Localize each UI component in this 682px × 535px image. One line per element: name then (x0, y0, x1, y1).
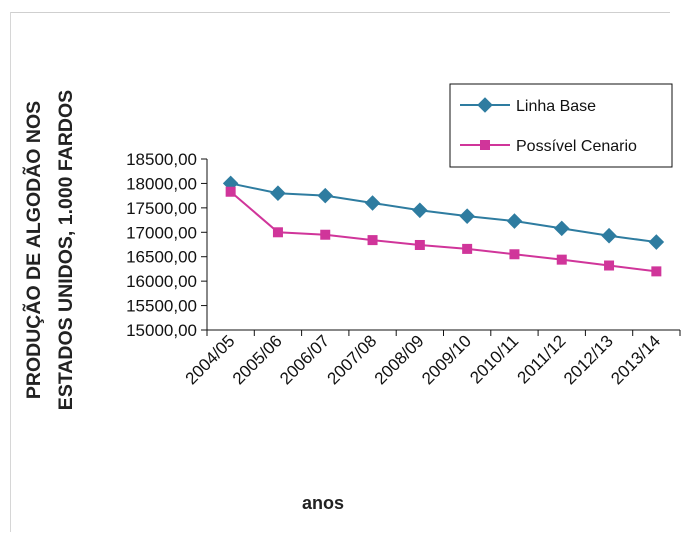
y-axis-label-line-2: ESTADOS UNIDOS, 1.000 FARDOS (55, 90, 77, 410)
x-axis-label: anos (302, 493, 344, 513)
y-tick-label: 15000,00 (126, 321, 197, 340)
y-tick-label: 17500,00 (126, 199, 197, 218)
x-tick-label: 2006/07 (276, 331, 333, 388)
y-tick-label: 15500,00 (126, 297, 197, 316)
data-point-linha-base (270, 185, 286, 201)
x-tick-label: 2005/06 (229, 331, 286, 388)
data-point-possivel-cenario (414, 239, 425, 250)
series-line-possivel-cenario (229, 190, 657, 273)
series-layer (222, 175, 665, 277)
legend-label-possivel-cenario: Possível Cenario (516, 138, 637, 155)
x-tick-label: 2010/11 (466, 331, 522, 387)
chart-frame-top (10, 12, 670, 13)
data-point-linha-base (459, 208, 475, 224)
x-axis: 2004/052005/062006/072007/082008/092009/… (182, 329, 681, 388)
y-axis: 15000,00 15500,00 16000,00 16500,00 17000,00… (126, 150, 208, 340)
x-tick-label: 2008/09 (371, 331, 428, 388)
data-point-possivel-cenario (604, 260, 615, 271)
x-tick-label: 2011/12 (514, 331, 570, 387)
data-point-linha-base (364, 195, 381, 211)
data-point-linha-base (317, 187, 334, 204)
legend-label-linha-base: Linha Base (516, 98, 596, 115)
data-point-linha-base (601, 227, 617, 244)
data-point-linha-base (506, 213, 523, 229)
legend-marker-possivel-cenario (480, 140, 490, 150)
x-tick-label: 2007/08 (323, 331, 380, 388)
y-tick-label: 18500,00 (126, 150, 197, 169)
data-point-linha-base (648, 234, 665, 250)
x-tick-label: 2012/13 (560, 331, 617, 388)
y-axis-label: PRODUÇÃO DE ALGODÃO NOS ESTADOS UNIDOS, … (22, 90, 77, 410)
data-point-possivel-cenario (320, 229, 331, 240)
x-tick-label: 2013/14 (607, 331, 664, 388)
data-point-linha-base (553, 220, 570, 237)
data-point-possivel-cenario (462, 243, 473, 254)
legend: Linha Base Possível Cenario (449, 83, 673, 168)
legend-box (449, 83, 673, 168)
y-tick-label: 16500,00 (126, 248, 197, 267)
data-point-possivel-cenario (225, 186, 236, 197)
y-tick-label: 17000,00 (126, 223, 197, 242)
data-point-possivel-cenario (509, 249, 520, 260)
y-axis-label-line-1: PRODUÇÃO DE ALGODÃO NOS (22, 101, 45, 399)
data-point-linha-base (412, 202, 428, 219)
chart-frame-left (10, 12, 11, 532)
y-tick-label: 16000,00 (126, 272, 197, 291)
data-point-possivel-cenario (272, 227, 283, 238)
data-point-possivel-cenario (367, 235, 378, 246)
y-tick-label: 18000,00 (126, 174, 197, 193)
x-tick-label: 2009/10 (418, 331, 475, 388)
series-line-linha-base (230, 182, 657, 244)
data-point-possivel-cenario (651, 266, 662, 277)
data-point-possivel-cenario (556, 254, 567, 265)
